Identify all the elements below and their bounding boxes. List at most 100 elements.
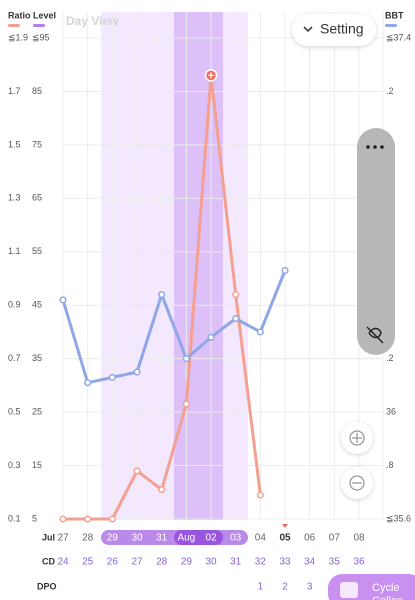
data-point [207, 333, 215, 341]
level-tick-label: 35 [32, 353, 42, 363]
legend-swatch [33, 24, 45, 27]
hide-icon[interactable] [366, 326, 384, 344]
ratio-tick-label: 0.7 [8, 353, 21, 363]
data-point [182, 400, 190, 408]
bbt-tick-label: 36 [386, 406, 396, 416]
ratio-tick-label: 0.1 [8, 513, 21, 523]
zoom-ring [349, 475, 365, 491]
data-point [133, 467, 141, 475]
data-point [232, 290, 240, 299]
day-label: 07 [329, 533, 341, 544]
day-label: 05 [279, 533, 291, 544]
cycle-text: Cycle [372, 582, 400, 594]
legend-swatch [8, 24, 20, 27]
dpo-label: 3 [307, 582, 313, 593]
bbt-tick-label: ≦37.4 [386, 32, 411, 42]
menu-dot[interactable] [380, 145, 384, 149]
cd-label: 26 [107, 557, 119, 568]
day-label: 28 [82, 533, 94, 544]
data-point [182, 355, 190, 363]
data-point [84, 379, 92, 387]
zoom-glyph [352, 433, 362, 443]
row-label: CD [42, 556, 55, 566]
data-point [59, 515, 67, 523]
cd-label: 31 [230, 557, 242, 568]
cd-label: 27 [131, 557, 143, 568]
data-point [281, 266, 289, 275]
day-label: 31 [156, 533, 168, 544]
data-point [59, 296, 67, 304]
cd-label: 35 [329, 557, 341, 568]
today-marker [282, 524, 289, 528]
legend-swatch [385, 24, 397, 27]
level-tick-label: 5 [32, 513, 37, 523]
data-point [133, 368, 141, 376]
peak-plus [208, 72, 215, 79]
day-label: 04 [255, 533, 267, 544]
cd-label: 32 [255, 557, 267, 568]
bbt-tick-label: .2 [386, 86, 394, 96]
peak-pill [174, 530, 223, 545]
setting-button[interactable]: Setting [292, 14, 376, 46]
cd-label: 28 [156, 557, 168, 568]
ratio-tick-label: ≦1.9 [8, 32, 28, 42]
cd-label: 25 [82, 557, 94, 568]
level-tick-label: 75 [32, 139, 42, 149]
level-tick-label: 55 [32, 246, 42, 256]
day-label: 30 [131, 533, 143, 544]
axis-title: Ratio [8, 10, 31, 20]
bbt-tick-label: ≦35.6 [386, 513, 411, 523]
cycle-text: Collec [372, 595, 403, 600]
cd-label: 36 [353, 557, 365, 568]
level-tick-label: ≦95 [32, 32, 50, 42]
ratio-tick-label: 0.9 [8, 300, 21, 310]
ratio-tick-label: 1.1 [8, 246, 21, 256]
ratio-tick-label: 0.5 [8, 406, 21, 416]
data-point [158, 486, 166, 494]
data-point [108, 373, 116, 381]
dpo-label: 1 [258, 582, 264, 593]
menu-dot[interactable] [373, 145, 377, 149]
tool-panel [357, 128, 395, 355]
cd-label: 29 [181, 557, 193, 568]
ratio-tick-label: 1.7 [8, 86, 21, 96]
level-tick-label: 15 [32, 460, 42, 470]
button-bg [292, 14, 376, 46]
chevron [303, 26, 313, 33]
cd-label: 33 [279, 557, 291, 568]
day-label: 03 [230, 533, 242, 544]
cycle-icon [340, 582, 358, 598]
dpo-label: 2 [282, 582, 288, 593]
row-label: DPO [37, 581, 57, 591]
day-label: 29 [107, 533, 119, 544]
data-point [232, 315, 240, 323]
level-tick-label: 25 [32, 406, 42, 416]
data-point [108, 515, 116, 523]
data-point [256, 328, 264, 336]
day-label: 27 [57, 533, 69, 544]
cd-label: 24 [57, 557, 69, 568]
day-label: 08 [353, 533, 365, 544]
data-point [84, 515, 92, 523]
peak-band [174, 12, 223, 520]
day-label: 02 [205, 533, 217, 544]
menu-dot[interactable] [366, 145, 370, 149]
bbt-tick-label: .8 [386, 460, 394, 470]
setting-text: Setting [320, 21, 364, 37]
day-label: 06 [304, 533, 316, 544]
data-point [256, 491, 264, 499]
series-line [61, 269, 287, 385]
axis-title: BBT [385, 10, 404, 20]
ratio-tick-label: 0.3 [8, 460, 21, 470]
day-label: Aug [177, 533, 195, 544]
ratio-tick-label: 1.3 [8, 193, 21, 203]
data-point [158, 290, 166, 299]
axis-title: Level [33, 10, 56, 20]
zoom-ring [349, 430, 365, 446]
view-label: Day View [66, 14, 119, 28]
cd-label: 34 [304, 557, 316, 568]
level-tick-label: 45 [32, 300, 42, 310]
cd-label: 30 [205, 557, 217, 568]
level-tick-label: 85 [32, 86, 42, 96]
